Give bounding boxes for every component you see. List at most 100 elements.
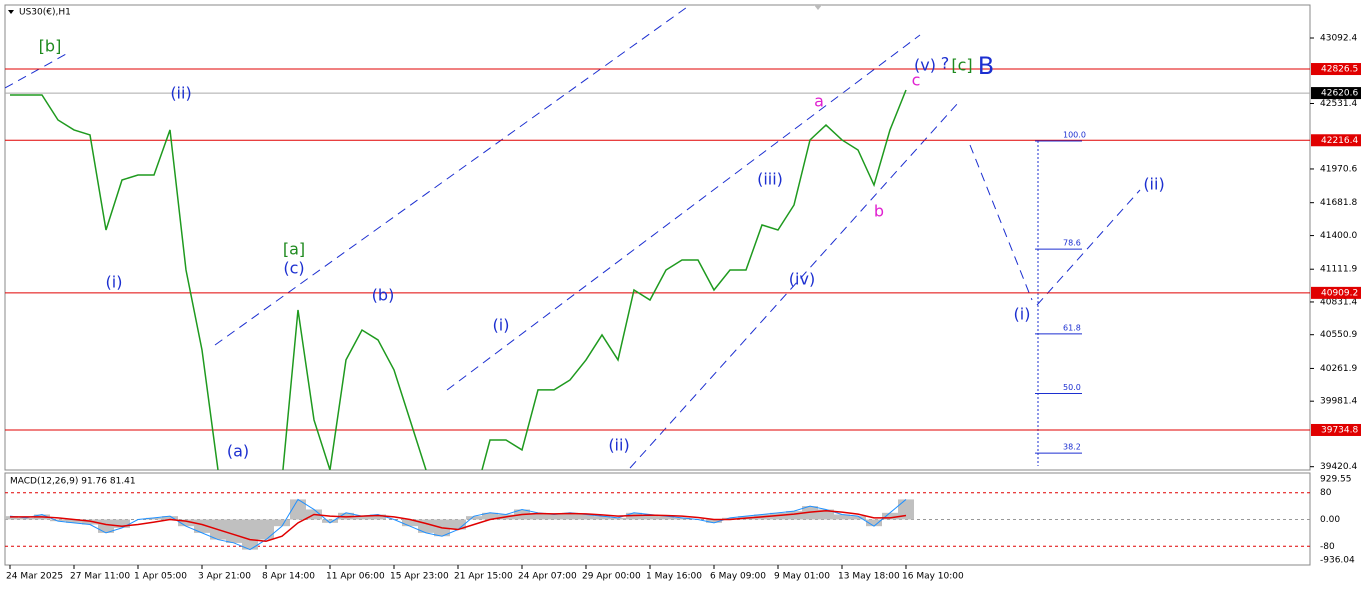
macd-histogram [578,514,594,520]
y-tick-label: 40550.9 [1320,330,1357,340]
macd-scale-min: -936.04 [1320,556,1355,566]
price-label: 42826.5 [1321,65,1358,75]
x-tick-label: 1 May 16:00 [646,572,702,582]
macd-histogram [98,519,114,533]
macd-histogram [834,514,850,520]
y-tick-label: 80 [1320,488,1332,498]
price-label: 39734.8 [1321,425,1358,435]
macd-histogram [322,519,338,523]
fib-label: 50.0 [1063,383,1081,392]
macd-histogram [66,519,82,523]
macd-histogram [178,519,194,527]
y-tick-label: 42531.4 [1320,99,1357,109]
macd-histogram [242,519,258,550]
macd-histogram [402,519,418,527]
wave-label: (a) [227,442,249,461]
macd-histogram [898,499,914,520]
wave-label: (ii) [608,436,629,455]
price-label-box [1311,286,1361,299]
macd-histogram [466,516,482,520]
macd-histogram [290,499,306,520]
price-label-box [1311,87,1361,100]
projection [1036,189,1141,306]
price-label: 40909.2 [1321,288,1358,298]
wave-label: (i) [106,273,123,292]
macd-histogram [482,512,498,520]
macd-histogram [722,517,738,520]
macd-histogram [594,516,610,520]
macd-histogram [274,519,290,527]
wave-label: [c] [951,56,972,75]
wave-label: b [874,202,884,221]
macd-histogram [610,517,626,520]
macd-histogram [530,512,546,520]
macd-histogram [5,516,18,520]
x-tick-label: 8 Apr 14:00 [262,572,315,582]
y-tick-label: 39420.4 [1320,462,1357,472]
main-panel [4,4,1311,471]
overlay: 43092.4 42531.4 41970.6 41681.8 41400.0 41111… [6,33,1361,582]
y-tick-label: -80 [1320,542,1335,552]
y-tick-label: 41400.0 [1320,231,1357,241]
macd-histogram [162,516,178,520]
wave-label: (ii) [170,84,191,103]
wave-label: (i) [1014,305,1031,324]
menu-arrow [8,10,14,14]
wave-label: (b) [372,286,395,305]
main-plot [5,68,1310,470]
y-tick-label: 40261.9 [1320,364,1357,374]
macd-histogram [226,519,242,543]
wave-label: [b] [39,37,62,56]
y-tick-label: 41111.9 [1320,265,1357,275]
macd-histogram [866,519,882,527]
fib-label: 100.0 [1063,131,1086,140]
macd-histogram [450,519,466,530]
x-tick-label: 11 Apr 06:00 [326,572,385,582]
x-tick-label: 3 Apr 21:00 [198,572,251,582]
price-label-box [1311,63,1361,76]
x-tick-label: 24 Apr 07:00 [518,572,577,582]
x-tick-label: 21 Apr 15:00 [454,572,513,582]
chart-title: US30(€),H1 [19,8,71,18]
x-tick-label: 1 Apr 05:00 [134,572,187,582]
trendline [629,102,959,469]
macd-histogram [850,516,866,520]
macd-histogram [258,519,274,540]
y-tick-label: 43092.4 [1320,33,1357,43]
price-label: 42620.6 [1321,89,1358,99]
wave-label: [a] [283,240,305,259]
wave-label: (iv) [789,270,815,289]
fib-label: 38.2 [1063,443,1081,452]
macd-histogram [546,514,562,520]
fib-label: 78.6 [1063,239,1081,248]
price-label-box [1311,423,1361,436]
macd-histogram [562,512,578,520]
x-tick-label: 24 Mar 2025 [6,572,63,582]
wave-label: (c) [283,259,304,278]
wave-label: (i) [493,316,510,335]
y-tick-label: 0.00 [1320,515,1340,525]
macd-histogram [658,516,674,520]
macd-histogram [818,509,834,520]
price-label: 42216.4 [1321,136,1358,146]
x-tick-label: 27 Mar 11:00 [70,572,130,582]
signal-line [10,510,907,543]
wave-label: ? [941,54,950,73]
wave-label: (ii) [1143,175,1164,194]
y-tick-label: 41970.6 [1320,164,1357,174]
wave-label: a [814,92,824,111]
x-tick-label: 9 May 01:00 [774,572,830,582]
price-label-box [1311,134,1361,147]
wave-label: (iii) [757,170,783,189]
trendlines [5,5,1141,469]
wave-label: (v) [914,56,936,75]
macd-histogram [18,517,34,520]
macd-histogram [706,519,722,523]
macd-histogram [786,511,802,520]
macd-histogram [146,517,162,520]
macd-histogram [50,519,66,522]
wave-label: c [912,71,921,90]
macd-histogram [194,519,210,533]
trendline [446,34,921,391]
